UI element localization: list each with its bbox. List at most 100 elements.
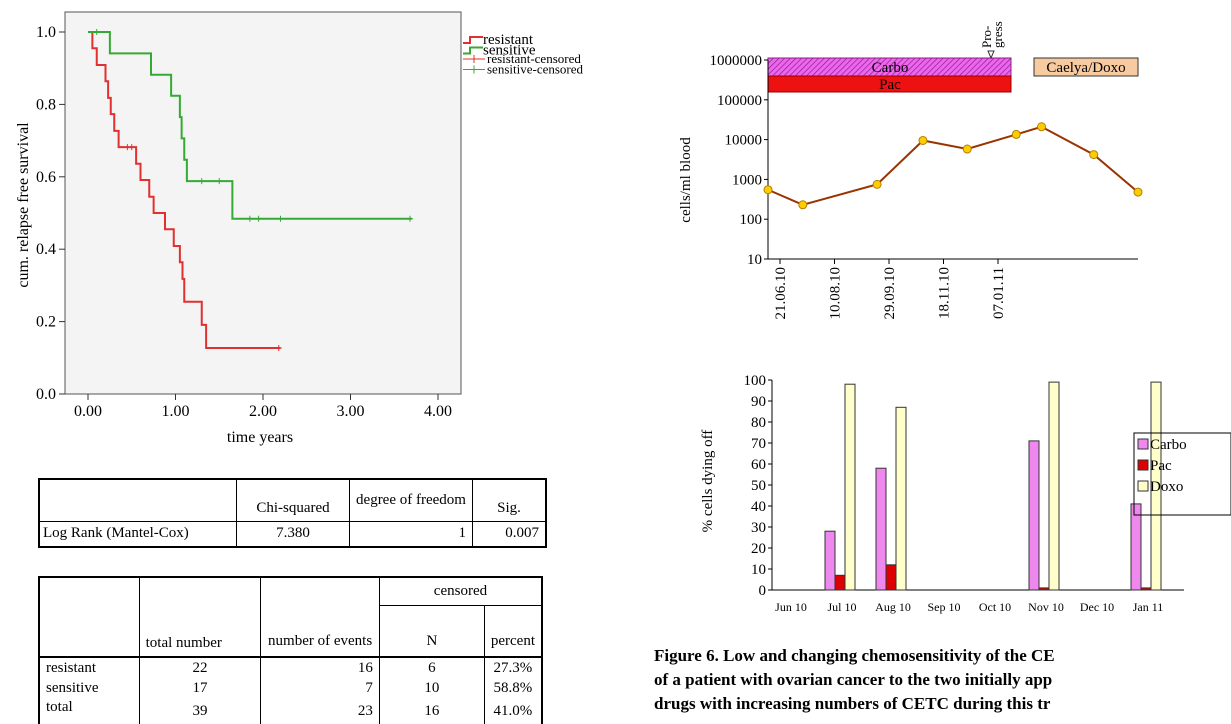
bar-carbo [875,467,887,591]
x-tick-label: 29.09.10 [882,267,898,320]
legend-box [1133,432,1231,516]
y-tick-label: 1.0 [36,24,56,41]
y-tick-label: 80 [751,415,766,431]
summary-n: 10 [379,678,485,700]
summary-label: sensitive [39,678,140,700]
legend-swatch [1137,459,1149,471]
summary-events: 16 [260,657,380,679]
x-tick-label: 07.01.11 [991,267,1007,319]
x-tick-label: 4.00 [424,403,452,420]
data-point [918,135,928,145]
bar-doxo [844,383,856,591]
bar-carbo [1028,440,1040,591]
y-tick-label: 90 [751,394,766,410]
summary-percent: 41.0% [493,703,533,720]
summary-total: 39 [139,699,262,724]
data-point [1133,187,1143,197]
data-point [798,200,808,210]
summary-total: 17 [139,678,262,700]
x-tick-label: Aug 10 [875,600,911,614]
legend-label: Doxo [1150,479,1183,495]
km-series-sensitive [88,31,412,220]
censor-mark [407,215,413,222]
caelya-doxo-bar [1033,57,1139,77]
km-x-label: time years [227,429,293,446]
bar-doxo [1048,381,1060,591]
km-plot-area [64,11,462,395]
kaplan-meier-chart: 0.00 1.00 2.00 3.00 4.00 0.0 0.2 0.4 0.6 0.8 1.0 r… [15,11,584,446]
figure-caption: Figure 6. Low and changing chemosensitiv… [654,644,1231,716]
x-tick-label: Dec 10 [1080,600,1114,614]
table-row: total 39 23 16 41.0% [39,699,542,724]
bar-doxo [895,406,907,591]
summary-events: 7 [260,678,380,700]
caption-line: drugs with increasing numbers of CETC du… [654,694,1051,713]
legend-swatch [463,55,485,63]
y-tick-label: 0.0 [36,386,56,403]
bar-carbo [1130,503,1142,591]
caption-line: Figure 6. Low and changing chemosensitiv… [654,646,1055,665]
censor-mark [255,215,262,222]
summary-events: 23 [260,699,380,724]
x-tick-label: 3.00 [337,403,365,420]
legend-swatch [463,46,483,55]
censor-mark [216,178,223,185]
legend-swatch [1137,480,1149,492]
censor-mark [246,215,253,222]
cells-series-line [767,125,1139,206]
y-tick-label: 0 [759,583,767,599]
legend-label: Pac [1150,458,1172,474]
censor-mark [198,178,205,185]
summary-n: 6 [379,657,485,679]
legend-label: sensitive [483,43,536,59]
y-tick-label: 1000000 [710,53,763,69]
data-point [1037,122,1047,132]
y-tick-label: 50 [751,478,766,494]
x-tick-label: Jan 11 [1133,600,1164,614]
logrank-df-value: 1 [349,521,473,547]
y-tick-label: 10 [751,562,766,578]
y-tick-label: 10000 [725,133,763,149]
logrank-header-sig: Sig. [472,479,546,522]
summary-label: total [39,699,140,724]
summary-header-censored: censored [379,577,542,607]
bar-carbo [824,530,836,591]
legend-swatch [463,36,483,44]
summary-label: resistant [39,657,140,679]
summary-percent: 58.8% [493,680,533,697]
progress-arrow-icon [987,50,995,60]
censor-mark [275,345,282,352]
y-tick-label: 1000 [732,172,762,188]
bar-pac [885,564,897,591]
x-tick-label: 10.08.10 [828,267,844,320]
table-row: resistant 22 16 6 27.3% [39,657,542,679]
progress-label: gress [990,21,1005,48]
y-tick-label: 30 [751,520,766,536]
data-point [872,179,882,189]
x-tick-label: Sep 10 [928,600,961,614]
x-tick-label: 0.00 [74,403,102,420]
legend-label: sensitive-censored [487,62,584,77]
y-tick-label: 60 [751,457,766,473]
y-tick-label: 100000 [717,93,762,109]
y-tick-label: 70 [751,436,766,452]
bar-pac [834,574,846,591]
y-tick-label: 0.4 [36,241,56,258]
x-tick-label: 18.11.10 [937,267,953,319]
y-tick-label: 0.2 [36,314,56,331]
y-tick-label: 0.6 [36,169,56,186]
legend-swatch [463,65,485,74]
x-tick-label: Jul 10 [827,600,856,614]
progress-label: Pro- [979,26,994,48]
carbo-bar-label: Carbo [872,60,909,76]
y-tick-label: 20 [751,541,766,557]
dying-y-label: % cells dying off [700,430,716,533]
caption-line: of a patient with ovarian cancer to the … [654,670,1053,689]
censor-mark [93,29,100,35]
censor-mark [277,215,284,222]
logrank-table: Chi-squared degree of freedom Sig. Log R… [38,478,547,548]
bar-doxo [1150,381,1162,591]
summary-table: total number number of events censored N… [38,576,543,724]
legend-label: resistant-censored [487,51,581,66]
logrank-chi-value: 7.380 [236,521,350,547]
